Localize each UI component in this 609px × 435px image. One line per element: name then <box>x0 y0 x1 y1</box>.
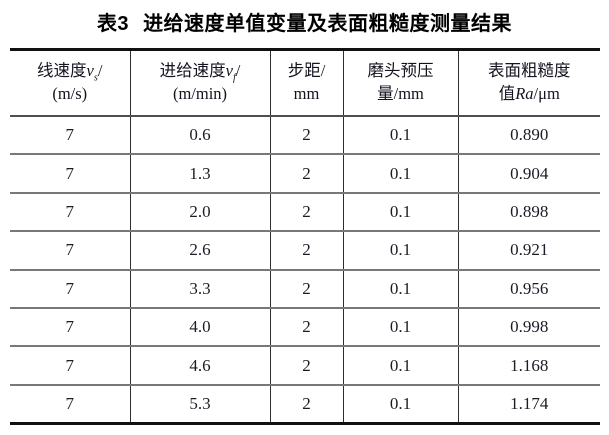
col-header-feed-speed: 进给速度vf/ (m/min) <box>130 49 271 117</box>
table-cell: 1.168 <box>458 345 600 385</box>
symbol-v: v <box>225 61 233 81</box>
table-row: 7 5.3 2 0.1 1.174 <box>10 383 600 424</box>
table-body: 7 0.6 2 0.1 0.890 7 1.3 2 0.1 0.904 7 2.0 2 0.1 0.898 7… <box>10 116 600 424</box>
header-line1: 步距/ <box>287 61 326 81</box>
table-cell: 0.1 <box>343 153 459 193</box>
table-cell: 7 <box>10 230 131 270</box>
table-cell: 2.0 <box>130 191 271 232</box>
table-row: 7 2.0 2 0.1 0.898 <box>10 191 600 232</box>
symbol-Ra: Ra <box>515 84 534 103</box>
table-cell: 0.921 <box>458 230 600 270</box>
header-slash: / <box>235 61 241 81</box>
table-row: 7 3.3 2 0.1 0.956 <box>10 268 600 308</box>
symbol-sub-f: f <box>232 72 236 84</box>
table-caption-text: 进给速度单值变量及表面粗糙度测量结果 <box>143 13 513 35</box>
header-label: 进给速度 <box>159 61 226 81</box>
header-unit: /μm <box>533 84 560 103</box>
table-cell: 0.998 <box>458 306 600 347</box>
table-cell: 0.1 <box>343 230 459 270</box>
table-cell: 2.6 <box>130 230 271 270</box>
results-table: 线速度vs/ (m/s) 进给速度vf/ (m/min) 步距/ mm 磨头预压… <box>10 48 600 426</box>
col-header-roughness: 表面粗糙度 值Ra/μm <box>458 49 600 117</box>
table-cell: 3.3 <box>130 268 271 308</box>
header-row: 线速度vs/ (m/s) 进给速度vf/ (m/min) 步距/ mm 磨头预压… <box>10 49 600 117</box>
header-label: 值 <box>498 84 516 103</box>
table-cell: 0.1 <box>343 116 459 155</box>
table-cell: 2 <box>270 383 344 424</box>
table-cell: 7 <box>10 268 131 308</box>
table-cell: 2 <box>270 268 344 308</box>
table-caption-tag: 表3 <box>96 13 130 35</box>
header-unit: mm <box>293 84 320 103</box>
header-line1: 磨头预压 <box>367 61 434 81</box>
table-row: 7 0.6 2 0.1 0.890 <box>10 116 600 155</box>
table-header: 线速度vs/ (m/s) 进给速度vf/ (m/min) 步距/ mm 磨头预压… <box>10 49 600 117</box>
header-line1: 进给速度vf/ <box>133 60 268 83</box>
table-cell: 0.890 <box>510 125 549 145</box>
table-cell: 7 <box>10 306 131 347</box>
header-unit: (m/min) <box>172 84 228 103</box>
table-row: 7 4.0 2 0.1 0.998 <box>10 306 600 347</box>
table-cell: 7 <box>10 383 131 424</box>
col-header-step: 步距/ mm <box>270 49 344 117</box>
table-cell: 0.1 <box>343 383 459 424</box>
table-cell: 0.1 <box>343 306 459 347</box>
table-cell: 2 <box>270 345 344 385</box>
header-line1: 线速度vs/ <box>12 60 128 83</box>
table-cell: 7 <box>10 116 131 155</box>
table-cell: 0.904 <box>458 153 600 193</box>
table-cell: 0.898 <box>458 191 600 232</box>
header-line2: 值Ra/μm <box>461 83 599 106</box>
symbol-v: v <box>86 61 94 81</box>
table-cell: 0.1 <box>343 268 459 308</box>
header-slash: / <box>97 61 103 81</box>
table-cell: 4.6 <box>130 345 271 385</box>
table-cell: 0.1 <box>343 345 459 385</box>
table-cell: 2 <box>270 230 344 270</box>
table-caption: 表3 进给速度单值变量及表面粗糙度测量结果 <box>0 0 609 36</box>
table-cell: 0.6 <box>130 116 271 155</box>
header-label: 线速度 <box>37 61 87 81</box>
table-row: 7 2.6 2 0.1 0.921 <box>10 230 600 270</box>
table-cell: 0.1 <box>343 191 459 232</box>
table-cell: 0.956 <box>458 268 600 308</box>
header-unit: (m/s) <box>52 84 88 103</box>
table-cell: 5.3 <box>130 383 271 424</box>
table-cell: 7 <box>10 153 131 193</box>
header-unit: 量/mm <box>377 84 424 103</box>
symbol-sub-s: s <box>93 72 98 84</box>
table-row: 7 1.3 2 0.1 0.904 <box>10 153 600 193</box>
table-cell: 7 <box>10 191 131 232</box>
table-cell: 2 <box>270 306 344 347</box>
col-header-preload: 磨头预压 量/mm <box>343 49 459 117</box>
table-cell: 1.3 <box>130 153 271 193</box>
table-cell: 1.174 <box>458 383 600 424</box>
table-row: 7 4.6 2 0.1 1.168 <box>10 345 600 385</box>
table-cell: 2 <box>270 153 344 193</box>
table-cell: 7 <box>10 345 131 385</box>
header-line1: 表面粗糙度 <box>488 61 571 81</box>
table-cell: 2 <box>270 116 344 155</box>
table-cell: 4.0 <box>130 306 271 347</box>
col-header-linear-speed: 线速度vs/ (m/s) <box>10 49 131 117</box>
table-cell: 2 <box>270 191 344 232</box>
